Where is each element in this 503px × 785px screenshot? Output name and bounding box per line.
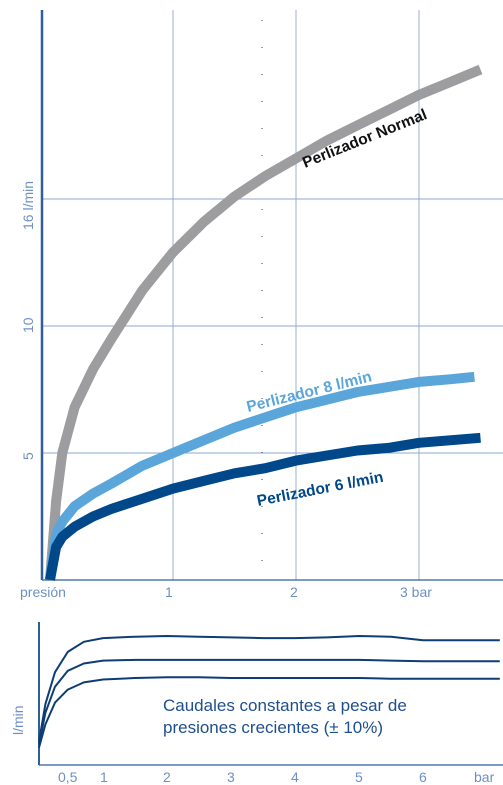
series-perlizador-normal (45, 64, 483, 581)
annotation-perlizador-normal: Perlizador Normal (300, 106, 429, 171)
bottom-series-line-2 (38, 658, 500, 745)
bottom-series-line-1 (38, 635, 500, 742)
x-tick-label-3-bar: 3 bar (400, 584, 432, 600)
x-tick-label-2: 2 (290, 584, 298, 600)
top-series-group (45, 64, 483, 581)
top-chart: presión 1 2 3 bar 5 10 16 l/min Perlizad… (20, 10, 503, 600)
series-perlizador-6 (45, 432, 481, 581)
bottom-x-tick-label-1: 1 (100, 769, 108, 785)
bottom-x-tick-label-3: 3 (227, 769, 235, 785)
bottom-chart: l/min Caudales constantes a pesar de pre… (10, 622, 503, 785)
bottom-x-tick-label-0-5: 0,5 (58, 769, 78, 785)
y-tick-label-10: 10 (20, 317, 36, 333)
bottom-y-axis-label: l/min (10, 705, 26, 735)
series-perlizador-8 (45, 371, 475, 581)
bottom-x-tick-label-6: 6 (419, 769, 427, 785)
annotation-perlizador-6: Perlizador 6 l/min (256, 469, 385, 510)
bottom-x-tick-label-4: 4 (291, 769, 299, 785)
bottom-note-line-2: presiones crecientes (± 10%) (163, 718, 383, 737)
x-tick-label-1: 1 (165, 584, 173, 600)
y-tick-label-16: 16 l/min (20, 181, 36, 230)
bottom-x-tick-label-5: 5 (355, 769, 363, 785)
x-tick-label-presion: presión (20, 584, 66, 600)
bottom-series-line-3 (38, 676, 500, 748)
bottom-x-tick-label-bar: bar (474, 769, 495, 785)
bottom-note-line-1: Caudales constantes a pesar de (163, 696, 407, 715)
bottom-x-tick-label-2: 2 (163, 769, 171, 785)
y-tick-label-5: 5 (20, 452, 36, 460)
bottom-series-group (38, 635, 500, 748)
